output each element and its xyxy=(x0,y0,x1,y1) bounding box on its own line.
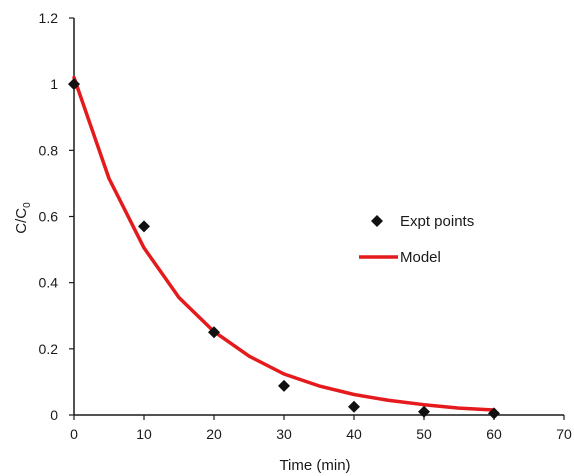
y-axis-title-main: C/C xyxy=(13,208,30,234)
x-axis-title: Time (min) xyxy=(279,457,350,474)
legend-marker-expt-points xyxy=(371,215,383,227)
x-tick-label: 30 xyxy=(276,426,292,442)
y-axis-ticks: 0 0.2 0.4 0.6 0.8 1 1.2 xyxy=(39,10,74,423)
expt-point xyxy=(418,405,430,418)
y-tick-label: 0.8 xyxy=(39,142,59,158)
legend-label-model: Model xyxy=(400,249,441,266)
y-tick-label: 0 xyxy=(50,407,58,423)
plot-area xyxy=(68,75,500,420)
x-tick-label: 0 xyxy=(70,426,78,442)
x-tick-label: 10 xyxy=(136,426,152,442)
model-line xyxy=(72,75,496,412)
x-tick-label: 20 xyxy=(206,426,222,442)
x-axis-ticks: 0 10 20 30 40 50 60 70 xyxy=(70,415,572,442)
y-tick-label: 1 xyxy=(50,76,58,92)
legend-label-expt-points: Expt points xyxy=(400,213,474,230)
x-tick-label: 50 xyxy=(416,426,432,442)
x-tick-label: 60 xyxy=(486,426,502,442)
expt-point xyxy=(68,78,80,91)
expt-point xyxy=(488,407,500,420)
y-tick-label: 0.4 xyxy=(39,275,59,291)
expt-point xyxy=(348,400,360,413)
y-axis-title: C/C0 xyxy=(13,202,33,234)
y-tick-label: 1.2 xyxy=(39,10,59,26)
x-tick-label: 70 xyxy=(556,426,572,442)
legend: Expt points Model xyxy=(359,213,474,266)
expt-point xyxy=(278,379,290,392)
axes xyxy=(73,18,564,416)
y-tick-label: 0.2 xyxy=(39,341,59,357)
expt-point xyxy=(138,220,150,233)
x-tick-label: 40 xyxy=(346,426,362,442)
y-tick-label: 0.6 xyxy=(39,209,59,225)
expt-point xyxy=(208,326,220,339)
y-axis-title-subscript: 0 xyxy=(22,202,33,208)
